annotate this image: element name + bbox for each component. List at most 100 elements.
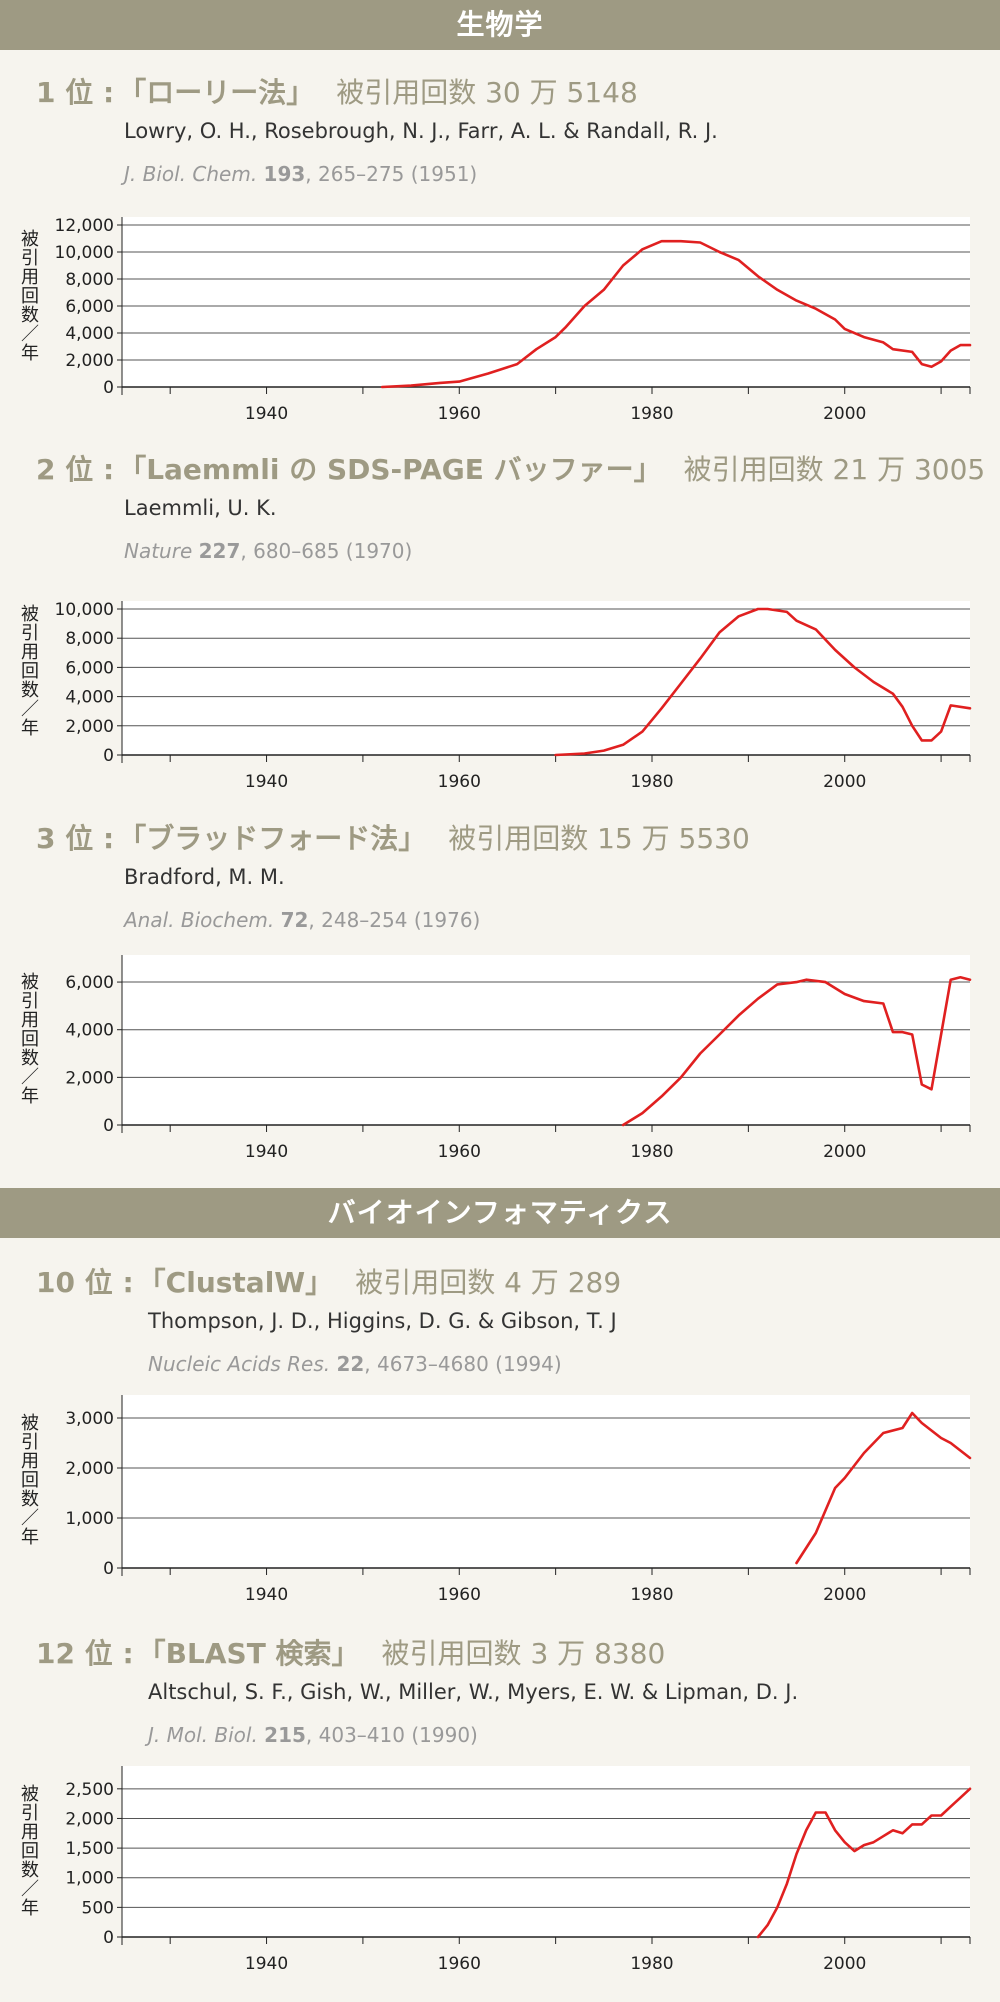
y-tick-label: 6,000 — [65, 658, 114, 678]
x-tick-label: 1960 — [438, 1954, 481, 1974]
plot-background — [122, 1395, 970, 1568]
y-label-char: ／ — [21, 324, 39, 345]
journal-name: Anal. Biochem. — [124, 908, 275, 932]
series-line — [621, 976, 972, 1127]
y-tick-label: 1,000 — [65, 1869, 114, 1889]
y-tick-label: 0 — [103, 1116, 114, 1136]
y-tick-label: 2,500 — [65, 1780, 114, 1800]
y-label-char: 用 — [21, 267, 39, 288]
y-tick-label: 4,000 — [65, 688, 114, 708]
y-tick-label: 2,000 — [65, 1809, 114, 1829]
y-tick-label: 2,000 — [65, 1068, 114, 1088]
entry-rank: 1 位 : — [36, 76, 115, 109]
y-label-char: 被 — [21, 1784, 39, 1805]
y-axis-label: 被引用回数／年 — [18, 1785, 42, 1918]
y-label-char: 用 — [21, 1451, 39, 1472]
plot-background — [122, 217, 970, 387]
y-tick-label: 0 — [103, 746, 114, 766]
x-tick-label: 2000 — [823, 1585, 866, 1605]
citation-chart: 0 2,000 4,000 6,000 8,000 10,000 1940 1960 1980 2… — [55, 600, 972, 792]
section-title: バイオインフォマティクス — [327, 1196, 673, 1229]
y-label-char: ／ — [21, 1067, 39, 1088]
entry-authors: Lowry, O. H., Rosebrough, N. J., Farr, A… — [124, 119, 718, 143]
y-label-char: 年 — [21, 343, 39, 364]
y-label-char: 被 — [21, 972, 39, 993]
y-tick-label: 8,000 — [65, 270, 114, 290]
journal-name: J. Mol. Biol. — [148, 1723, 258, 1747]
citation-chart: 0 1,000 2,000 3,000 1940 1960 1980 2000 — [65, 1395, 972, 1605]
entry-journal: J. Biol. Chem. 193, 265–275 (1951) — [124, 162, 477, 186]
journal-name: Nucleic Acids Res. — [148, 1352, 331, 1376]
y-label-char: 引 — [21, 623, 39, 644]
series-line — [795, 1411, 972, 1565]
y-label-char: ／ — [21, 1508, 39, 1529]
entry-citations: 被引用回数 3 万 8380 — [381, 1637, 666, 1670]
entry-1: 1 位 : 「ローリー法」 被引用回数 30 万 5148 Lowry, O. H.… — [0, 71, 1000, 431]
entry-title: 1 位 : 「ローリー法」 被引用回数 30 万 5148 — [36, 71, 638, 111]
journal-volume: 215 — [264, 1723, 306, 1747]
x-tick-label: 2000 — [823, 404, 866, 424]
entry-journal: Nucleic Acids Res. 22, 4673–4680 (1994) — [148, 1352, 562, 1376]
y-tick-label: 0 — [103, 378, 114, 398]
citation-chart: 0 2,000 4,000 6,000 8,000 10,000 12,000 1940 196… — [55, 216, 972, 424]
entry-name: 「ローリー法」 — [118, 76, 315, 109]
y-label-char: 年 — [21, 1527, 39, 1548]
entry-citations: 被引用回数 15 万 5530 — [448, 822, 750, 855]
x-tick-label: 2000 — [823, 1142, 866, 1162]
journal-volume: 193 — [263, 162, 306, 186]
y-label-char: 数 — [21, 1489, 39, 1510]
y-label-char: 回 — [21, 1470, 39, 1491]
y-label-char: 年 — [21, 1898, 39, 1919]
citation-chart: 0 2,000 4,000 6,000 1940 1960 1980 2000 — [65, 955, 972, 1162]
entry-journal: Nature 227, 680–685 (1970) — [124, 539, 412, 563]
y-tick-label: 10,000 — [55, 600, 114, 620]
series-line — [756, 1787, 972, 1939]
series-line — [554, 607, 972, 757]
entry-5: 12 位 : 「BLAST 検索」 被引用回数 3 万 8380 Altschul,… — [0, 1632, 1000, 1992]
y-label-char: 回 — [21, 286, 39, 307]
journal-name: Nature — [124, 539, 193, 563]
entry-title: 2 位 : 「Laemmli の SDS-PAGE バッファー」 被引用回数 21 … — [36, 448, 985, 488]
entry-title: 12 位 : 「BLAST 検索」 被引用回数 3 万 8380 — [36, 1632, 665, 1672]
y-label-char: ／ — [21, 699, 39, 720]
y-tick-label: 6,000 — [65, 297, 114, 317]
plot-background — [122, 601, 970, 755]
section-title: 生物学 — [456, 8, 544, 41]
y-label-char: 引 — [21, 1803, 39, 1824]
y-label-char: 引 — [21, 1432, 39, 1453]
y-label-char: 被 — [21, 229, 39, 250]
y-label-char: 回 — [21, 1029, 39, 1050]
entry-citations: 被引用回数 30 万 5148 — [336, 76, 638, 109]
x-tick-label: 2000 — [823, 772, 866, 792]
y-axis-label: 被引用回数／年 — [18, 1414, 42, 1547]
x-tick-label: 1960 — [438, 772, 481, 792]
x-tick-label: 1940 — [245, 404, 288, 424]
journal-volume: 72 — [280, 908, 309, 932]
y-label-char: 引 — [21, 248, 39, 269]
entry-authors: Altschul, S. F., Gish, W., Miller, W., M… — [148, 1680, 799, 1704]
y-tick-label: 2,000 — [65, 717, 114, 737]
y-label-char: 被 — [21, 1413, 39, 1434]
x-tick-label: 1940 — [245, 1954, 288, 1974]
y-label-char: 数 — [21, 1860, 39, 1881]
entry-rank: 12 位 : — [36, 1637, 134, 1670]
x-tick-label: 1980 — [630, 1142, 673, 1162]
entry-4: 10 位 : 「ClustalW」 被引用回数 4 万 289 Thompson, … — [0, 1261, 1000, 1621]
entry-citations: 被引用回数 21 万 3005 — [683, 453, 986, 486]
journal-pages: , 4673–4680 (1994) — [364, 1352, 562, 1376]
entry-title: 3 位 : 「ブラッドフォード法」 被引用回数 15 万 5530 — [36, 817, 750, 857]
entry-authors: Bradford, M. M. — [124, 865, 285, 889]
entry-2: 2 位 : 「Laemmli の SDS-PAGE バッファー」 被引用回数 21 … — [0, 448, 1000, 808]
y-label-char: 数 — [21, 680, 39, 701]
entry-authors: Thompson, J. D., Higgins, D. G. & Gibson… — [148, 1309, 617, 1333]
x-tick-label: 1940 — [245, 1142, 288, 1162]
plot-background — [122, 1766, 970, 1937]
y-tick-label: 4,000 — [65, 324, 114, 344]
y-tick-label: 0 — [103, 1928, 114, 1948]
y-tick-label: 2,000 — [65, 1459, 114, 1479]
x-tick-label: 1960 — [438, 404, 481, 424]
y-label-char: 回 — [21, 1841, 39, 1862]
x-tick-label: 1940 — [245, 1585, 288, 1605]
y-label-char: 用 — [21, 642, 39, 663]
x-tick-label: 2000 — [823, 1954, 866, 1974]
